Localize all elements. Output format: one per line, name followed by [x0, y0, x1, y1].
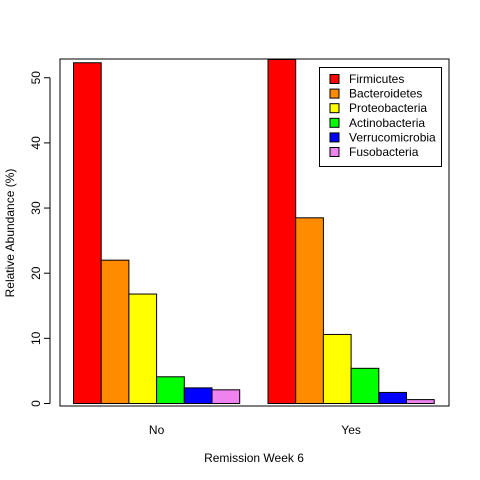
bar-bacteroidetes-yes: [295, 217, 324, 404]
y-axis-label: Relative Abundance (%): [3, 169, 17, 298]
bar-verrucomicrobia-yes: [378, 391, 407, 405]
bar-actinobacteria-no: [156, 376, 185, 404]
plot-frame: [59, 58, 450, 407]
legend-swatch-fusobacteria: [329, 147, 340, 157]
bar-verrucomicrobia-no: [183, 387, 213, 405]
bar-fusobacteria-yes: [406, 399, 435, 405]
y-tick-label: 10: [29, 331, 43, 345]
legend-label-actinobacteria: Actinobacteria: [349, 116, 425, 130]
y-tick-label: 40: [29, 136, 43, 150]
legend-swatch-proteobacteria: [329, 103, 340, 114]
bar-firmicutes-no: [73, 62, 102, 405]
bars-layer: [73, 59, 435, 405]
x-axis: No Yes: [149, 423, 361, 437]
bar-bacteroidetes-no: [100, 259, 130, 404]
legend-box: [319, 67, 442, 167]
y-tick-label: 30: [29, 201, 43, 215]
y-axis: 0 10 20 30 40 50: [29, 71, 51, 407]
bar-proteobacteria-yes: [322, 333, 352, 404]
legend-label-bacteroidetes: Bacteroidetes: [349, 87, 422, 101]
legend-swatch-bacteroidetes: [329, 88, 340, 99]
bar-firmicutes-yes: [267, 59, 297, 404]
legend-label-firmicutes: Firmicutes: [349, 72, 404, 86]
legend: FirmicutesBacteroidetesProteobacteriaAct…: [319, 67, 442, 167]
y-tick-label: 20: [29, 266, 43, 280]
y-tick-label: 0: [29, 400, 43, 407]
bar-actinobacteria-yes: [350, 367, 380, 404]
legend-swatch-actinobacteria: [329, 117, 340, 128]
legend-label-fusobacteria: Fusobacteria: [349, 145, 419, 159]
x-axis-label: Remission Week 6: [204, 451, 304, 465]
x-category-label-no: No: [149, 423, 165, 437]
legend-swatch-verrucomicrobia: [329, 132, 340, 143]
legend-label-verrucomicrobia: Verrucomicrobia: [349, 130, 436, 144]
legend-label-proteobacteria: Proteobacteria: [349, 101, 427, 115]
x-category-label-yes: Yes: [341, 423, 361, 437]
bar-fusobacteria-no: [211, 389, 241, 404]
y-tick-label: 50: [29, 71, 43, 85]
legend-swatch-firmicutes: [329, 74, 340, 84]
bar-proteobacteria-no: [128, 293, 158, 404]
